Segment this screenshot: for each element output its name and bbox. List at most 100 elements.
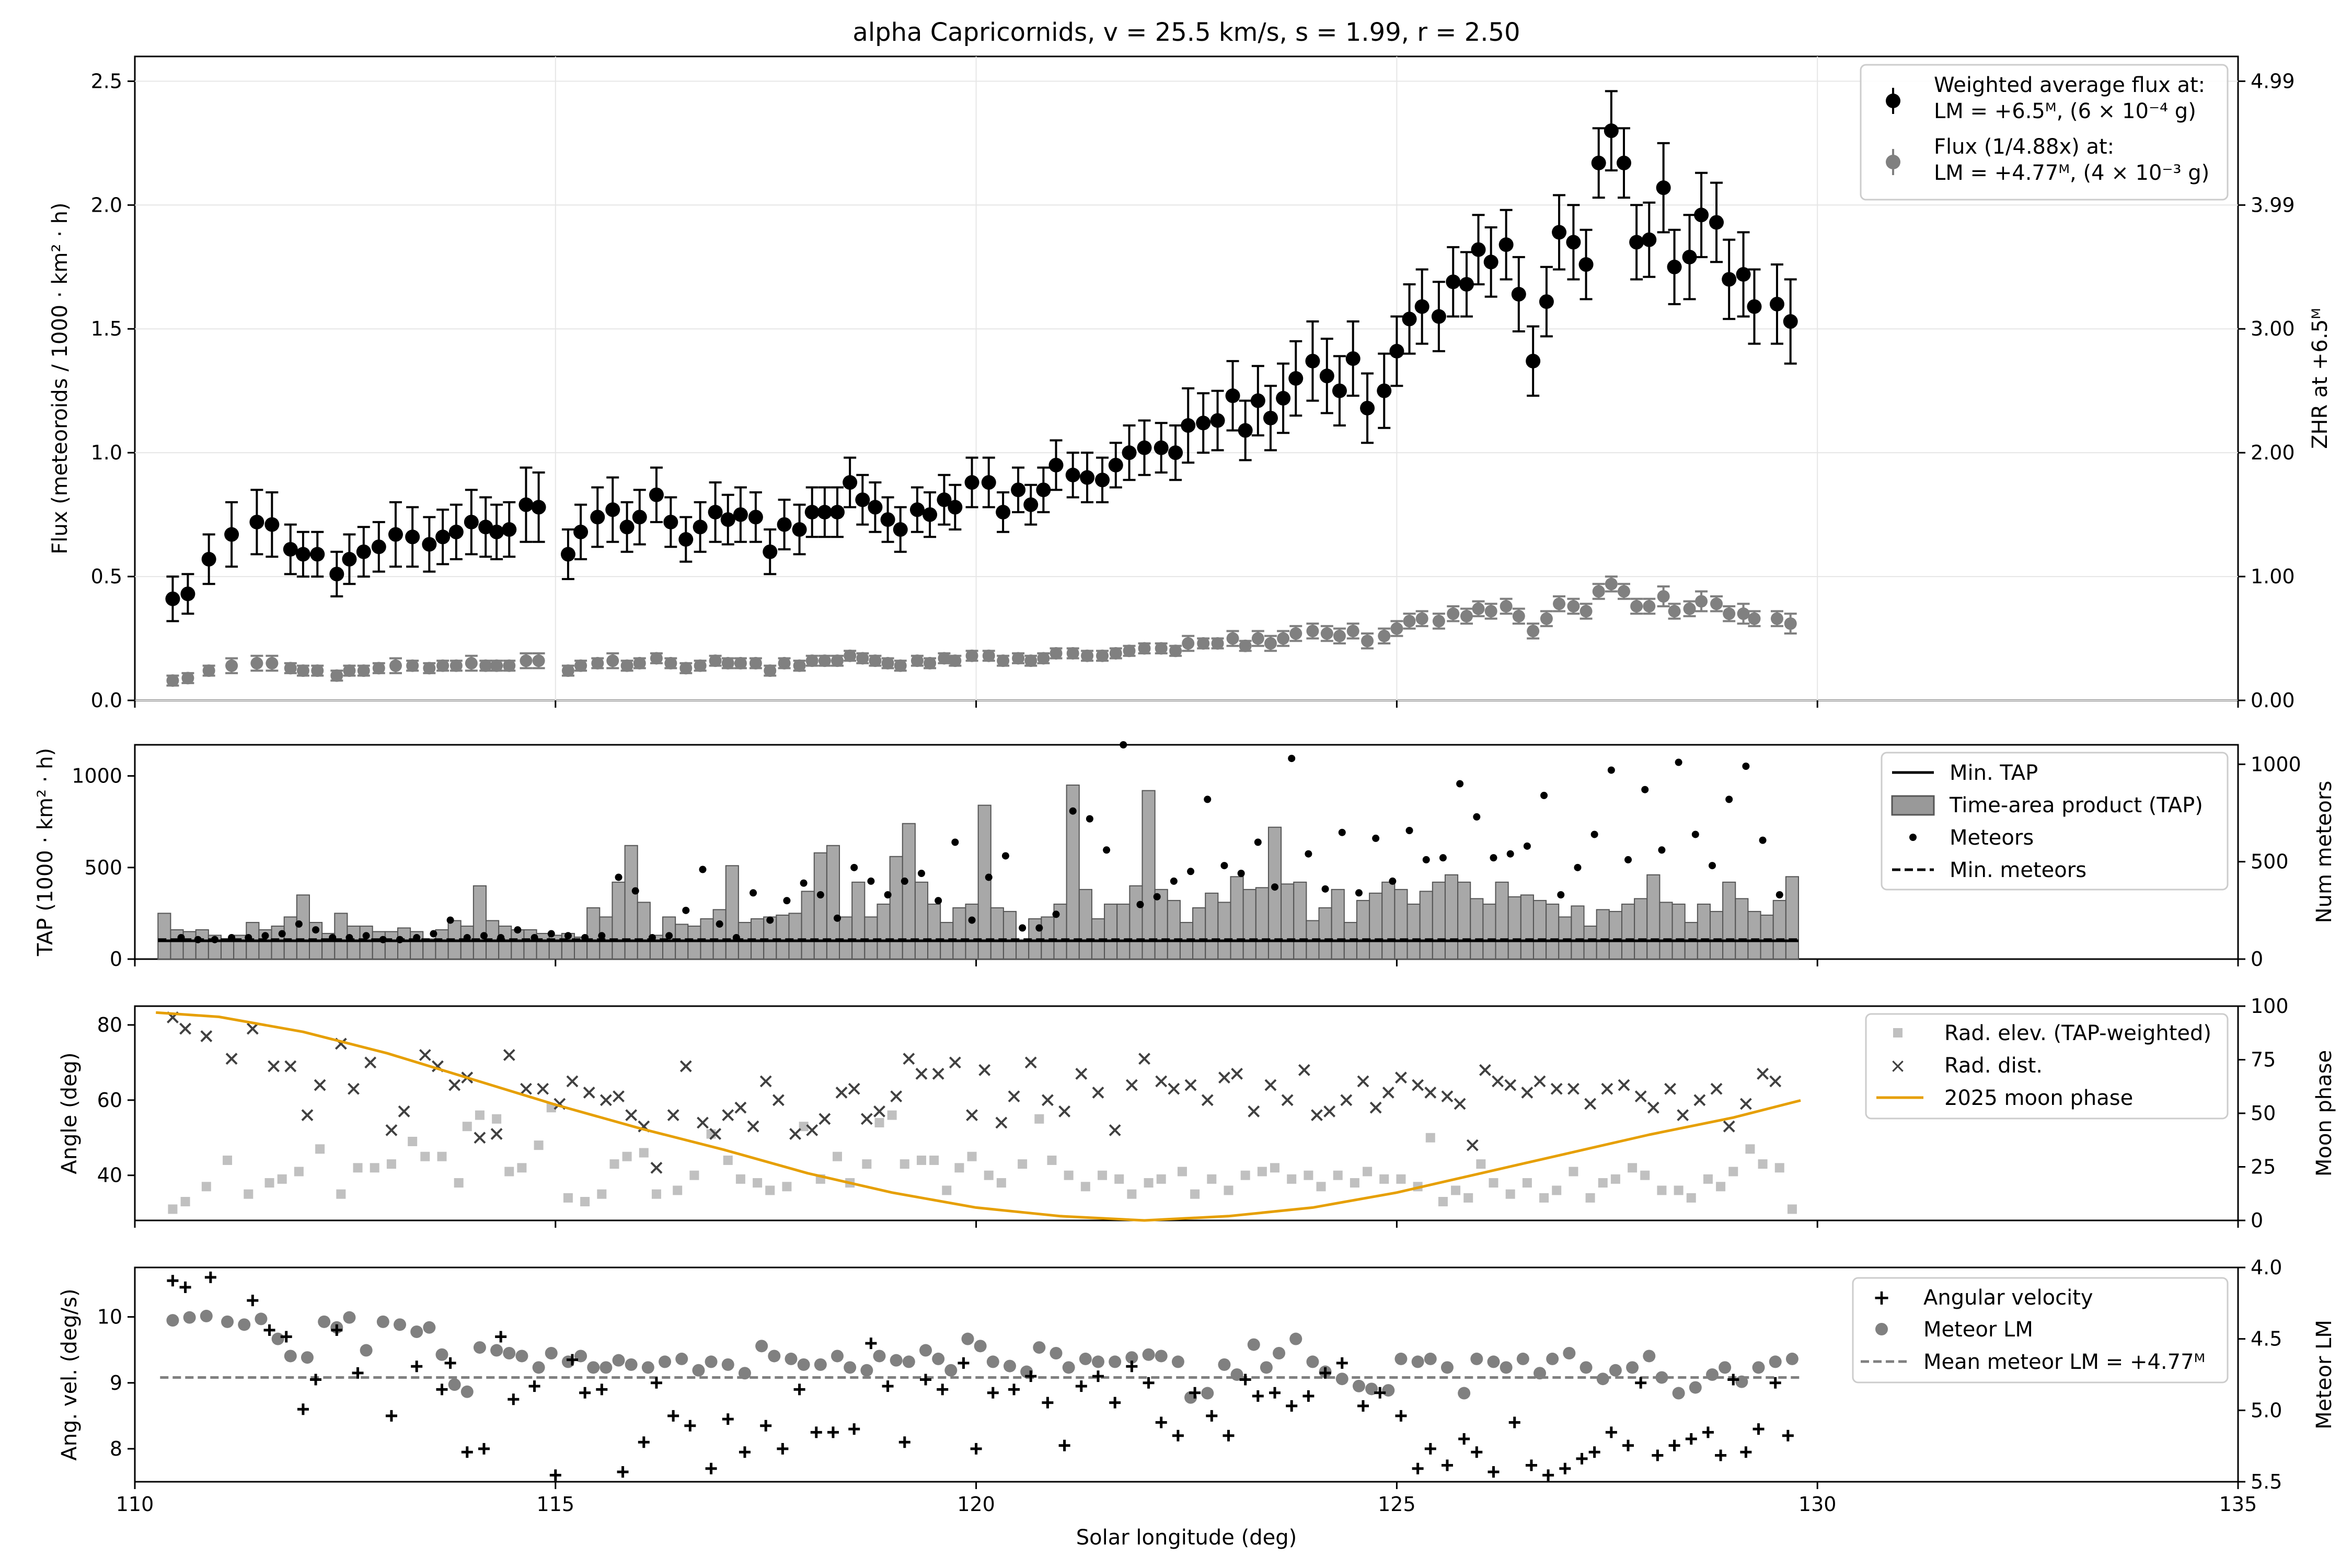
ang-vel-point bbox=[1058, 1439, 1070, 1451]
rad-dist-point bbox=[503, 1049, 515, 1061]
legend-flux-line2: LM = +6.5ᴹ, (6 × 10⁻⁴ g) bbox=[1934, 99, 2196, 123]
meteor-count-point bbox=[1103, 846, 1111, 854]
meteor-count-point bbox=[531, 934, 538, 941]
rad-elev-point bbox=[1080, 1182, 1090, 1192]
meteor-lm-point bbox=[1487, 1355, 1500, 1368]
ang-vel-point bbox=[1622, 1439, 1634, 1451]
tap-bar bbox=[877, 903, 891, 960]
tap-bar bbox=[195, 929, 209, 960]
flux-point bbox=[1319, 368, 1334, 384]
meteor-lm-point bbox=[532, 1361, 545, 1374]
flux-point bbox=[893, 522, 908, 537]
flux-point bbox=[1667, 259, 1682, 274]
flux-point bbox=[1403, 615, 1416, 628]
flux-point bbox=[965, 649, 978, 662]
meteor-lm-point bbox=[1769, 1355, 1782, 1368]
meteor-count-point bbox=[1170, 877, 1178, 885]
meteor-count-point bbox=[1086, 815, 1093, 823]
tap-bar bbox=[1205, 892, 1219, 960]
flux-point bbox=[678, 532, 694, 547]
flux-point bbox=[910, 654, 924, 667]
rad-dist-point bbox=[890, 1090, 903, 1103]
tap-bar bbox=[511, 929, 525, 960]
tap-bar bbox=[990, 907, 1004, 960]
tap-bar bbox=[1621, 903, 1635, 960]
flux-point bbox=[573, 524, 589, 539]
meteor-lm-point bbox=[394, 1318, 407, 1331]
y2-tick-label: 25 bbox=[2251, 1156, 2276, 1179]
angvel-legend: + Angular velocity Meteor LM Mean meteor… bbox=[1852, 1277, 2229, 1383]
meteor-lm-point bbox=[797, 1358, 810, 1371]
rad-dist-point bbox=[179, 1022, 191, 1035]
ang-vel-point bbox=[1715, 1449, 1727, 1461]
meteor-lm-point bbox=[860, 1364, 873, 1377]
flux-point bbox=[1276, 390, 1291, 406]
angle-series bbox=[156, 1012, 1801, 1222]
ang-vel-point bbox=[1412, 1462, 1424, 1474]
ang-vel-point bbox=[1588, 1446, 1600, 1458]
meteor-lm-point bbox=[1546, 1352, 1559, 1365]
rad-dist-point bbox=[1138, 1053, 1150, 1065]
flux-point bbox=[311, 664, 324, 677]
flux-point bbox=[664, 656, 677, 670]
rad-dist-point bbox=[613, 1090, 625, 1103]
rad-dist-point bbox=[1311, 1109, 1323, 1122]
flux-point bbox=[405, 529, 420, 545]
rad-dist-point bbox=[246, 1022, 259, 1035]
ang-vel-point bbox=[1702, 1426, 1714, 1438]
meteor-count-point bbox=[1338, 828, 1346, 836]
legend-meteors-dot bbox=[1909, 834, 1917, 841]
rad-elev-point bbox=[1745, 1144, 1755, 1154]
x-tick-label: 110 bbox=[116, 1493, 154, 1516]
meteor-count-point bbox=[329, 934, 337, 941]
meteor-count-point bbox=[480, 932, 488, 940]
flux-point bbox=[720, 512, 735, 527]
meteor-lm-point bbox=[738, 1367, 751, 1380]
flux-point bbox=[709, 654, 722, 667]
rad-dist-point bbox=[1412, 1079, 1424, 1091]
legend-marker-gray bbox=[1886, 155, 1900, 169]
meteor-lm-point bbox=[785, 1352, 798, 1365]
rad-elev-point bbox=[1304, 1170, 1313, 1180]
meteor-count-point bbox=[1775, 891, 1783, 898]
flux-point bbox=[1023, 497, 1039, 512]
flux-point bbox=[844, 649, 857, 662]
tap-panel: 0 500 1000 0 500 1000 TAP (1000 · km² · h) Nu… bbox=[33, 741, 2336, 971]
flux-point bbox=[1566, 235, 1581, 250]
flux-point bbox=[1567, 599, 1580, 613]
flux-panel: 0.0 0.5 1.0 1.5 2.0 2.5 0.00 1.00 2.00 3.00 3.99 4.… bbox=[48, 55, 2332, 712]
tap-bar bbox=[1583, 925, 1597, 960]
meteor-count-point bbox=[1187, 868, 1195, 875]
flux-point bbox=[357, 664, 370, 677]
meteor-lm-point bbox=[721, 1358, 734, 1371]
meteor-count-point bbox=[598, 932, 606, 940]
flux-point bbox=[1769, 296, 1784, 312]
rad-dist-point bbox=[1769, 1075, 1782, 1088]
rad-dist-point bbox=[650, 1161, 663, 1174]
flux-point bbox=[1154, 440, 1169, 455]
flux-point bbox=[1050, 647, 1063, 660]
rad-dist-point bbox=[747, 1120, 759, 1133]
rad-dist-point bbox=[1534, 1075, 1546, 1088]
meteor-count-point bbox=[1153, 893, 1161, 901]
flux-point bbox=[224, 527, 239, 542]
ang-vel-point bbox=[958, 1357, 970, 1369]
rad-dist-point bbox=[697, 1116, 709, 1129]
flux-point bbox=[633, 656, 646, 670]
meteor-count-point bbox=[1120, 741, 1127, 748]
rad-elev-point bbox=[1224, 1185, 1233, 1195]
angle-legend-box bbox=[1865, 1013, 2229, 1120]
x-tick-label: 125 bbox=[1378, 1493, 1416, 1516]
ang-vel-point bbox=[898, 1436, 910, 1448]
rad-dist-point bbox=[667, 1109, 679, 1122]
flux-point bbox=[856, 652, 869, 665]
meteor-count-point bbox=[1759, 836, 1767, 844]
flux-point bbox=[503, 659, 516, 672]
meteor-lm-point bbox=[659, 1355, 672, 1368]
ang-vel-point bbox=[1126, 1361, 1138, 1373]
meteor-count-point bbox=[1590, 831, 1598, 838]
tap-bar bbox=[1016, 940, 1030, 960]
flux-point bbox=[708, 504, 723, 520]
y2-tick-label: 1000 bbox=[2251, 753, 2301, 776]
flux-point bbox=[479, 659, 492, 672]
